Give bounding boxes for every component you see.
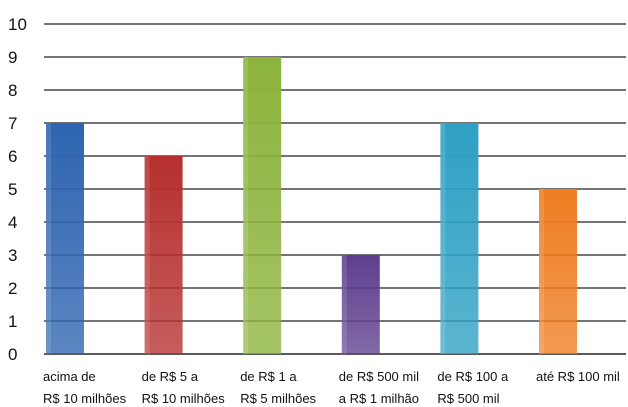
x-label-5-line-1: de R$ 100 a (437, 369, 509, 384)
bar-3-highlight (243, 57, 249, 354)
y-tick-label-8: 8 (8, 81, 17, 100)
y-tick-label-5: 5 (8, 180, 17, 199)
y-tick-label-3: 3 (8, 246, 17, 265)
x-label-4-line-2: a R$ 1 milhão (339, 391, 419, 406)
gridlines (44, 23, 626, 355)
x-label-1-line-2: R$ 10 milhões (43, 391, 127, 406)
bar-2-highlight (144, 156, 150, 354)
bars (46, 57, 577, 354)
bar-5-highlight (440, 123, 446, 354)
x-label-1-line-1: acima de (43, 369, 96, 384)
y-tick-label-9: 9 (8, 48, 17, 67)
bar-4-highlight (341, 255, 347, 354)
bar-6 (539, 189, 577, 354)
bar-1 (46, 123, 84, 354)
bar-1-highlight (46, 123, 51, 354)
bar-4 (341, 255, 380, 354)
y-tick-label-7: 7 (8, 114, 17, 133)
bar-6-highlight (539, 189, 544, 354)
x-label-4-line-1: de R$ 500 mil (339, 369, 419, 384)
bar-3 (243, 57, 282, 354)
bar-2 (144, 156, 183, 354)
x-label-3-line-2: R$ 5 milhões (240, 391, 316, 406)
x-label-2-line-2: R$ 10 milhões (142, 391, 226, 406)
y-tick-label-0: 0 (8, 345, 17, 364)
x-label-5-line-2: R$ 500 mil (437, 391, 499, 406)
y-tick-label-2: 2 (8, 279, 17, 298)
bar-5 (440, 123, 479, 354)
x-label-3-line-1: de R$ 1 a (240, 369, 297, 384)
y-tick-label-1: 1 (8, 312, 17, 331)
y-axis-ticks: 0 1 2 3 4 5 6 7 8 9 10 (8, 15, 27, 364)
x-label-6-line-1: até R$ 100 mil (536, 369, 620, 384)
y-tick-label-10: 10 (8, 15, 27, 34)
y-tick-label-4: 4 (8, 213, 17, 232)
x-label-2-line-1: de R$ 5 a (142, 369, 199, 384)
y-tick-label-6: 6 (8, 147, 17, 166)
x-axis-labels: acima de R$ 10 milhões de R$ 5 a R$ 10 milh… (43, 369, 620, 406)
